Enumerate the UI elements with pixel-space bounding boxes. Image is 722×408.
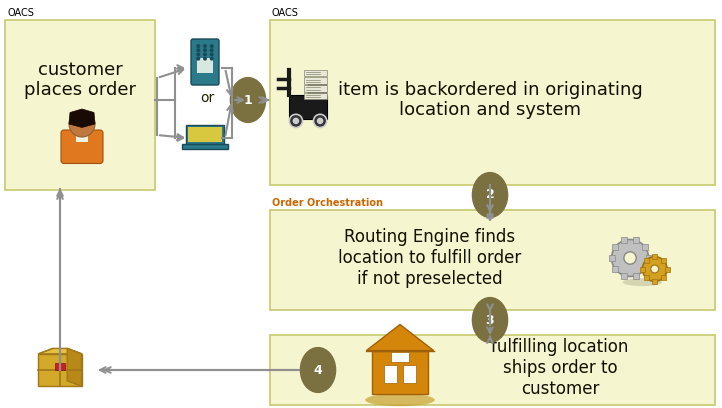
FancyBboxPatch shape <box>182 144 228 149</box>
FancyBboxPatch shape <box>612 244 618 250</box>
Ellipse shape <box>622 278 662 286</box>
FancyBboxPatch shape <box>303 78 326 84</box>
FancyBboxPatch shape <box>664 266 669 271</box>
FancyBboxPatch shape <box>643 258 648 263</box>
FancyBboxPatch shape <box>622 237 627 244</box>
FancyBboxPatch shape <box>308 81 326 95</box>
Circle shape <box>624 252 636 264</box>
FancyBboxPatch shape <box>76 133 88 142</box>
FancyBboxPatch shape <box>303 70 326 76</box>
FancyBboxPatch shape <box>303 93 326 100</box>
FancyBboxPatch shape <box>391 352 409 362</box>
FancyBboxPatch shape <box>640 266 645 271</box>
Circle shape <box>196 48 200 52</box>
Text: 2: 2 <box>486 188 495 202</box>
Circle shape <box>612 239 648 277</box>
Polygon shape <box>69 109 95 127</box>
Circle shape <box>196 53 200 56</box>
FancyBboxPatch shape <box>289 95 327 119</box>
FancyBboxPatch shape <box>191 39 219 85</box>
Circle shape <box>209 48 214 52</box>
Text: fulfilling location
ships order to
customer: fulfilling location ships order to custo… <box>491 338 629 398</box>
FancyBboxPatch shape <box>632 237 639 244</box>
FancyBboxPatch shape <box>609 255 614 261</box>
Text: OACS: OACS <box>272 8 299 18</box>
FancyBboxPatch shape <box>270 20 715 185</box>
Circle shape <box>209 57 214 61</box>
Text: 1: 1 <box>243 93 253 106</box>
Polygon shape <box>38 348 82 354</box>
Circle shape <box>313 114 326 127</box>
Ellipse shape <box>472 173 508 217</box>
FancyBboxPatch shape <box>403 365 416 383</box>
FancyBboxPatch shape <box>61 130 103 164</box>
Circle shape <box>196 57 200 61</box>
Text: OACS: OACS <box>7 8 34 18</box>
FancyBboxPatch shape <box>632 273 639 279</box>
FancyBboxPatch shape <box>661 258 666 263</box>
FancyBboxPatch shape <box>622 273 627 279</box>
Circle shape <box>209 53 214 56</box>
FancyBboxPatch shape <box>186 125 224 144</box>
FancyBboxPatch shape <box>645 255 651 261</box>
FancyBboxPatch shape <box>270 210 715 310</box>
Text: 4: 4 <box>313 364 323 377</box>
FancyBboxPatch shape <box>384 365 396 383</box>
FancyBboxPatch shape <box>196 58 214 73</box>
FancyBboxPatch shape <box>661 275 666 280</box>
Circle shape <box>203 53 207 56</box>
Circle shape <box>317 118 323 124</box>
Circle shape <box>292 118 299 124</box>
FancyBboxPatch shape <box>612 266 618 272</box>
Text: customer
places order: customer places order <box>24 61 136 100</box>
Text: or: or <box>200 91 214 105</box>
Circle shape <box>651 265 658 273</box>
Circle shape <box>203 57 207 61</box>
FancyBboxPatch shape <box>643 275 648 280</box>
Circle shape <box>196 44 200 48</box>
Text: Routing Engine finds
location to fulfill order
if not preselected: Routing Engine finds location to fulfill… <box>339 228 521 288</box>
FancyBboxPatch shape <box>652 279 657 284</box>
FancyBboxPatch shape <box>372 350 428 394</box>
Circle shape <box>643 257 667 282</box>
FancyBboxPatch shape <box>652 254 657 259</box>
Ellipse shape <box>300 348 336 392</box>
FancyBboxPatch shape <box>642 244 648 250</box>
Polygon shape <box>366 324 434 350</box>
FancyBboxPatch shape <box>188 127 222 142</box>
FancyBboxPatch shape <box>642 266 648 272</box>
Text: 3: 3 <box>486 313 495 326</box>
Ellipse shape <box>230 78 266 122</box>
Circle shape <box>290 114 303 127</box>
Circle shape <box>203 44 207 48</box>
Ellipse shape <box>472 297 508 342</box>
Ellipse shape <box>365 394 435 406</box>
Text: Order Orchestration: Order Orchestration <box>272 198 383 208</box>
FancyBboxPatch shape <box>270 335 715 405</box>
Polygon shape <box>67 348 82 386</box>
FancyBboxPatch shape <box>55 363 66 370</box>
FancyBboxPatch shape <box>5 20 155 190</box>
Circle shape <box>209 44 214 48</box>
Circle shape <box>69 111 95 137</box>
Circle shape <box>203 48 207 52</box>
FancyBboxPatch shape <box>38 354 82 386</box>
Text: item is backordered in originating
location and system: item is backordered in originating locat… <box>338 81 643 120</box>
FancyBboxPatch shape <box>303 85 326 92</box>
